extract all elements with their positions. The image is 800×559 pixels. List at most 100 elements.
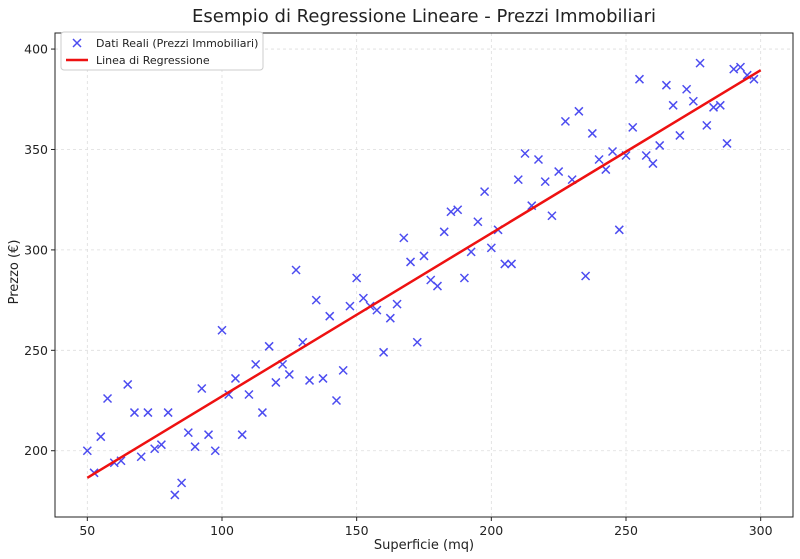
- marker-stroke: [729, 64, 739, 74]
- marker-stroke: [574, 106, 584, 116]
- marker-stroke: [722, 138, 732, 148]
- marker-stroke: [345, 301, 355, 311]
- data-point: [695, 58, 705, 68]
- y-tick-label: 300: [24, 242, 48, 257]
- marker-stroke: [560, 116, 570, 126]
- marker-stroke: [372, 305, 382, 315]
- marker-stroke: [278, 359, 288, 369]
- marker-stroke: [72, 38, 82, 48]
- data-point: [170, 490, 180, 500]
- data-point: [500, 259, 510, 269]
- marker-stroke: [163, 408, 173, 418]
- data-point: [304, 375, 315, 385]
- data-point: [203, 430, 214, 440]
- data-point: [183, 428, 193, 438]
- marker-stroke: [648, 159, 658, 169]
- marker-stroke: [129, 408, 139, 418]
- data-point: [419, 251, 429, 261]
- legend-label-line: Linea di Regressione: [96, 54, 210, 67]
- data-point: [392, 299, 402, 309]
- data-point: [648, 159, 658, 169]
- y-tick-label: 200: [24, 443, 48, 458]
- marker-stroke: [136, 452, 146, 462]
- marker-stroke: [688, 96, 698, 106]
- data-point: [136, 452, 146, 462]
- legend-box: [60, 31, 264, 71]
- plot-frame: [54, 32, 794, 518]
- data-point: [264, 341, 274, 351]
- marker-stroke: [554, 167, 564, 177]
- marker-stroke: [358, 293, 368, 303]
- axis-ticks: 50 100 150 200 250 300 200 250 300 350 400: [24, 42, 773, 538]
- marker-stroke: [251, 359, 261, 369]
- data-point: [682, 84, 692, 94]
- marker-stroke: [304, 375, 315, 385]
- data-point: [123, 379, 133, 389]
- marker-stroke: [419, 251, 429, 261]
- data-point: [574, 106, 584, 116]
- marker-stroke: [540, 177, 550, 187]
- marker-stroke: [197, 383, 207, 393]
- data-point: [540, 177, 550, 187]
- marker-stroke: [156, 440, 166, 450]
- data-point: [156, 440, 166, 450]
- data-point: [284, 369, 294, 379]
- marker-stroke: [406, 257, 416, 267]
- marker-stroke: [116, 456, 126, 466]
- marker-stroke: [661, 80, 671, 90]
- marker-stroke: [264, 341, 274, 351]
- marker-stroke: [210, 446, 220, 456]
- marker-stroke: [271, 377, 281, 387]
- data-point: [82, 446, 92, 456]
- data-point: [325, 311, 335, 321]
- marker-stroke: [668, 100, 678, 110]
- data-point: [547, 211, 557, 221]
- marker-stroke: [634, 74, 645, 84]
- data-point: [715, 100, 725, 110]
- data-point: [709, 102, 719, 112]
- data-point: [735, 62, 746, 72]
- marker-stroke: [621, 150, 631, 161]
- marker-stroke: [257, 408, 267, 418]
- marker-stroke: [446, 207, 456, 217]
- marker-stroke: [82, 446, 92, 456]
- marker-stroke: [244, 389, 254, 400]
- legend: Dati Reali (Prezzi Immobiliari) Linea di…: [60, 31, 264, 71]
- marker-stroke: [385, 313, 395, 323]
- data-point: [237, 430, 247, 440]
- data-point: [446, 207, 456, 217]
- marker-stroke: [500, 259, 510, 269]
- scatter-series: [82, 58, 759, 500]
- marker-stroke: [311, 295, 321, 305]
- data-point: [675, 130, 685, 140]
- data-point: [432, 281, 442, 291]
- marker-stroke: [520, 148, 530, 159]
- marker-stroke: [715, 100, 725, 110]
- data-point: [251, 359, 261, 369]
- marker-stroke: [567, 175, 577, 185]
- marker-stroke: [709, 102, 719, 112]
- data-point: [177, 478, 187, 488]
- data-point: [587, 128, 597, 138]
- data-point: [641, 150, 651, 161]
- y-axis-label: Prezzo (€): [7, 240, 22, 305]
- data-point: [352, 273, 362, 283]
- marker-stroke: [459, 273, 469, 283]
- marker-stroke: [318, 373, 328, 383]
- data-point: [702, 120, 712, 130]
- data-point: [143, 408, 153, 418]
- marker-stroke: [177, 478, 187, 488]
- data-point: [385, 313, 395, 323]
- marker-stroke: [338, 365, 348, 375]
- marker-stroke: [298, 337, 308, 347]
- data-point: [459, 273, 469, 283]
- data-point: [150, 444, 160, 454]
- marker-stroke: [399, 233, 409, 243]
- data-point: [311, 295, 321, 305]
- y-tick-label: 350: [24, 142, 48, 157]
- data-point: [507, 259, 517, 269]
- marker-stroke: [675, 130, 685, 140]
- data-point: [129, 408, 139, 418]
- marker-stroke: [473, 217, 483, 227]
- marker-stroke: [203, 430, 214, 440]
